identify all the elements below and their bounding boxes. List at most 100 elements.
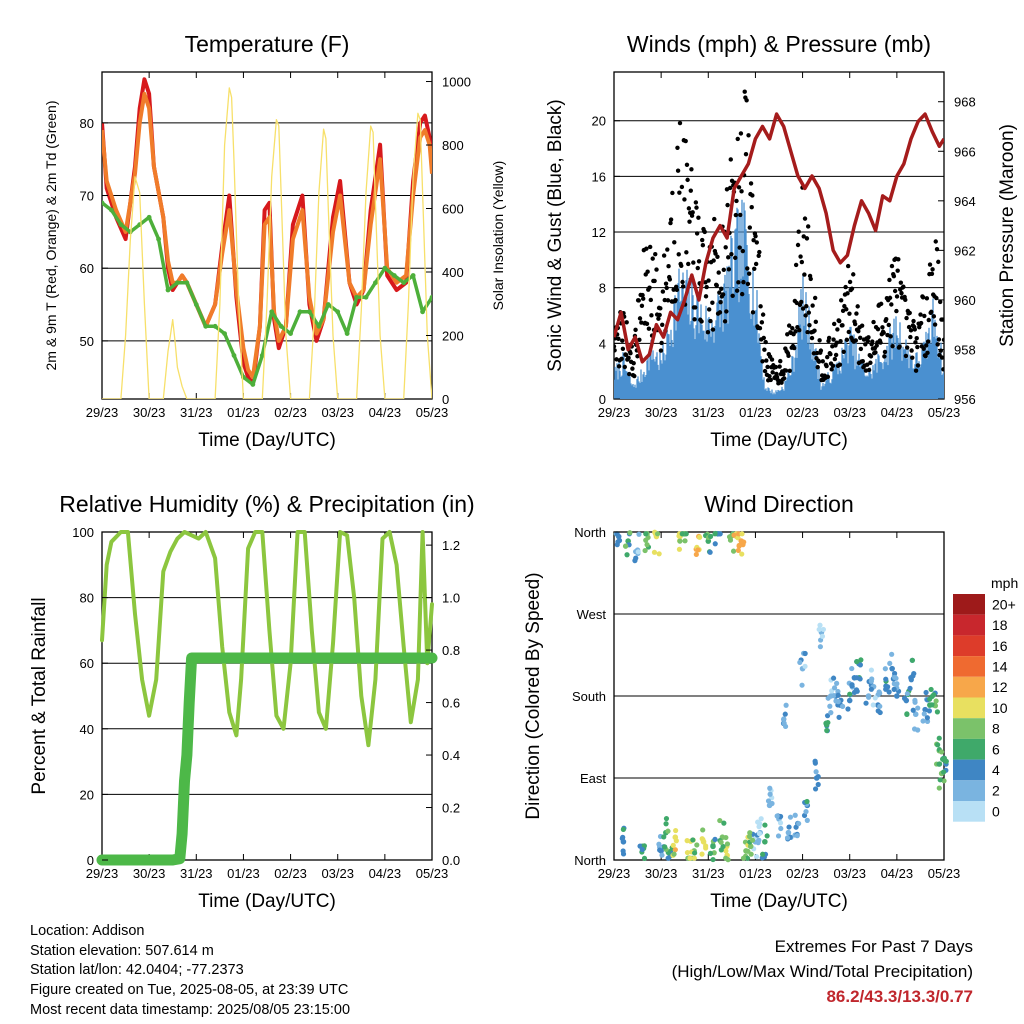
gust-point <box>693 305 698 310</box>
gust-point <box>825 374 831 379</box>
legend-swatch <box>953 718 985 739</box>
x-tick-label: 02/23 <box>274 866 307 881</box>
direction-point <box>620 826 626 833</box>
gust-point <box>887 277 892 283</box>
gust-point <box>884 316 889 322</box>
gust-point <box>845 263 851 269</box>
dewpoint-point <box>102 200 105 206</box>
gust-point <box>665 247 670 252</box>
direction-point <box>726 534 733 540</box>
y2-tick-label: 962 <box>954 243 976 258</box>
gust-point <box>786 323 792 328</box>
direction-point <box>915 727 921 733</box>
direction-point <box>710 842 716 848</box>
gust-point <box>765 364 770 370</box>
wind-direction-panel: 29/23 30/23 31/23 01/23 02/23 03/23 04/23 05/23… <box>523 491 1018 912</box>
gust-point <box>750 193 755 198</box>
y-tick-label: 0 <box>87 853 94 868</box>
gust-point <box>647 285 652 290</box>
gust-point <box>840 323 845 328</box>
y-tick-label: 12 <box>592 225 606 240</box>
direction-point <box>834 680 840 686</box>
legend-swatch <box>953 676 985 698</box>
direction-point <box>889 651 895 657</box>
gust-point <box>699 319 704 324</box>
legend-swatch <box>953 635 985 657</box>
direction-point <box>894 693 900 699</box>
direction-point <box>717 817 723 824</box>
gust-point <box>662 297 667 303</box>
gust-point <box>695 265 700 271</box>
direction-point <box>762 822 768 828</box>
direction-point <box>690 837 696 843</box>
gust-point <box>910 355 915 360</box>
gust-point <box>899 290 904 296</box>
direction-point <box>735 535 741 541</box>
legend-label: 14 <box>992 658 1008 674</box>
direction-point <box>804 817 810 823</box>
series-line-rh <box>100 530 434 748</box>
direction-point <box>697 534 703 540</box>
gust-point <box>668 220 673 226</box>
x-tick-label: 31/23 <box>692 405 725 420</box>
gust-point <box>790 326 795 331</box>
direction-point <box>663 821 669 827</box>
extremes-values: 86.2/43.3/13.3/0.77 <box>826 987 973 1006</box>
gust-point <box>880 325 885 330</box>
gust-point <box>786 353 791 359</box>
gust-point <box>903 297 908 303</box>
gust-point <box>736 185 742 190</box>
gust-point <box>711 258 716 263</box>
gust-point <box>937 299 943 305</box>
gust-point <box>727 185 733 191</box>
gust-point <box>832 321 837 327</box>
gust-point <box>931 314 937 319</box>
direction-point <box>730 548 737 554</box>
x-tick-label: 29/23 <box>598 405 631 420</box>
direction-point <box>616 537 623 544</box>
gust-point <box>668 217 674 222</box>
dewpoint-point <box>391 273 397 278</box>
gust-point <box>661 253 667 258</box>
direction-point <box>863 700 869 706</box>
gust-point <box>630 366 635 371</box>
x-tick-label: 30/23 <box>645 405 678 420</box>
y2-tick-label: 0.8 <box>442 643 460 658</box>
direction-point <box>712 836 718 842</box>
gust-point <box>706 278 711 283</box>
direction-point <box>777 820 784 826</box>
gust-point <box>650 256 655 261</box>
gust-point <box>708 318 713 324</box>
gust-point <box>830 363 836 368</box>
gust-point <box>793 329 798 334</box>
direction-point <box>700 827 706 833</box>
dewpoint-point <box>410 273 416 278</box>
gust-point <box>734 288 740 293</box>
gust-point <box>665 298 671 303</box>
gust-point <box>924 296 930 301</box>
x-tick-label: 05/23 <box>928 866 961 881</box>
gust-point <box>878 301 884 307</box>
gust-point <box>614 344 617 349</box>
direction-point <box>824 713 831 719</box>
y2-tick-label: 966 <box>954 144 976 159</box>
legend-label: 2 <box>992 783 1000 799</box>
gust-point <box>904 315 909 321</box>
plot-frame <box>101 531 433 861</box>
gust-point <box>890 343 895 349</box>
direction-point <box>819 633 826 639</box>
direction-point <box>891 670 898 677</box>
gust-point <box>925 339 931 344</box>
dewpoint-point <box>118 222 124 228</box>
gust-point <box>688 188 693 193</box>
chart-title: Winds (mph) & Pressure (mb) <box>627 31 931 57</box>
station-info: Location: Addison Station elevation: 507… <box>30 922 350 1021</box>
x-tick-label: 29/23 <box>598 866 631 881</box>
gust-point <box>854 311 859 316</box>
gust-point <box>926 317 931 323</box>
gust-point <box>648 297 654 303</box>
direction-point <box>699 836 705 842</box>
gust-point <box>656 316 661 321</box>
gust-point <box>933 239 938 244</box>
gust-point <box>847 279 853 285</box>
